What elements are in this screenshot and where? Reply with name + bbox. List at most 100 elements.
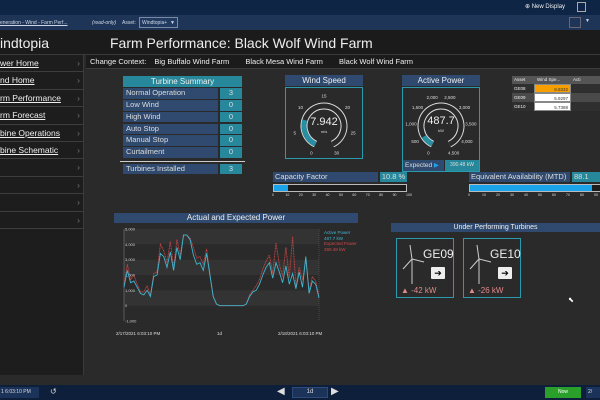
summary-value: 0 [220,111,242,123]
refresh-icon[interactable]: ↺ [50,387,57,396]
wind-turbine-icon [469,244,492,284]
sidebar-item[interactable]: › [0,177,83,195]
chevron-right-icon: › [77,144,80,155]
summary-label: Manual Stop [123,135,218,146]
wind-speed-cell: 5.7388 [534,102,571,111]
table-body: GE08 8.9332 GE09 5.9297 GE10 5.7388 [512,84,600,111]
grid-band [124,229,319,245]
power-delta: ▲ -26 kW [468,286,503,295]
expected-label: Expected ▶ [403,160,444,171]
table-row[interactable]: GE09 5.9297 [512,93,600,102]
summary-value: 0 [220,100,242,111]
sidebar-item-label: nd Home [0,75,35,86]
column-header[interactable]: Asset [514,77,526,82]
sidebar-item[interactable]: › [0,159,83,177]
sidebar-item[interactable]: › [0,194,83,212]
summary-row: Manual Stop 0 [123,135,242,146]
bar-tick: 40 [524,193,528,197]
installed-value: 3 [220,163,242,175]
table-row[interactable]: GE10 5.7388 [512,102,600,111]
window-icon[interactable] [577,2,586,12]
grid-band [124,290,319,306]
capacity-factor-track [273,184,407,192]
sidebar-item[interactable]: rm Performance › [0,90,83,108]
y-tick-label: 5,000 [125,227,136,232]
asset-select[interactable]: Windtopia+ ▼ [139,17,178,28]
wind-speed-panel: Wind Speed 0 5 10 15 20 25 30 7.942 m/s [285,75,363,159]
installed-label: Turbines Installed [123,163,218,175]
chart-legend: Active Power 487.7 kW Expected Power 390… [324,230,357,252]
change-context-bar: Change Context: Big Buffalo Wind Farm Bl… [86,55,600,69]
gauge-tick-label: 2,500 [444,95,456,100]
active-power-line [123,234,320,307]
gauge-tick-label: 1,000 [405,121,417,126]
turbine-card[interactable]: GE10 ➔ ▲ -26 kW [463,238,521,298]
power-chart: Actual and Expected Power 5,000 4,000 3,00… [114,213,358,340]
duration-field[interactable]: 1d [292,387,328,398]
chevron-down-icon[interactable]: ▼ [585,18,590,24]
breadcrumb[interactable]: eneration - Wind - Farm Perf... [0,20,68,26]
wind-turbine-icon [402,244,425,284]
gauge-tick-label: 0 [310,151,313,156]
gauge-tick-label: 3,500 [465,121,477,126]
x-label: 2/17/2021 6:03:10 PM [116,331,161,336]
under-performing-title: Under Performing Turbines [391,223,600,232]
bar-tick: 60 [552,193,556,197]
turbine-summary: Turbine Summary Normal Operation 3 Low Win… [120,76,245,175]
summary-value: 3 [220,88,242,99]
turbine-shape [469,244,492,284]
capacity-factor-ticks: 0 10 20 30 40 50 60 70 80 90 100 [272,192,412,198]
navigate-arrow-icon[interactable]: ➔ [498,267,512,279]
end-time-field[interactable]: 2/ [586,387,600,398]
page-title: Farm Performance: Black Wolf Wind Farm [110,35,373,51]
wind-speed-title: Wind Speed [285,75,363,86]
now-button[interactable]: Now [545,387,581,398]
column-header[interactable]: Wind Spe... [537,77,561,82]
turbine-name: GE10 [490,247,521,261]
gauge-tick-label: 10 [298,105,304,110]
new-display-button[interactable]: ⊕ New Display [525,3,565,10]
table-row[interactable]: GE08 8.9332 [512,84,600,93]
gauge-fill [421,135,434,147]
availability-value: 88.1 [572,172,600,182]
chevron-down-icon: ▼ [170,20,175,26]
asset-cell: GE10 [514,104,526,109]
turbine-card[interactable]: GE09 ➔ ▲ -42 kW [396,238,454,298]
wind-speed-value: 7.942 [310,116,338,128]
forward-arrow-icon[interactable]: ▶ [331,386,339,397]
navigate-arrow-icon[interactable]: ➔ [431,267,445,279]
bar-tick: 90 [594,193,598,197]
column-header[interactable]: Acti [573,77,581,82]
power-chart-title: Actual and Expected Power [114,213,358,223]
turbine-shape [402,244,425,284]
bar-tick: 40 [325,193,330,197]
top-bar: ⊕ New Display [0,0,600,15]
bar-tick: 0 [272,193,274,197]
back-arrow-icon[interactable]: ◀ [277,386,285,397]
legend-active-value: 487.7 kW [324,235,344,241]
bar-tick: 20 [298,193,303,197]
gauge-tick-label: 1,500 [412,105,424,110]
context-link[interactable]: Black Wolf Wind Farm [339,57,414,66]
y-tick-label: 0 [125,303,128,308]
start-time-field[interactable]: 1 6:03:10 PM [0,387,39,398]
sidebar-item[interactable]: bine Operations › [0,125,83,142]
play-icon: ▶ [433,162,439,169]
summary-row: Auto Stop 0 [123,123,242,135]
sidebar-item[interactable]: nd Home › [0,72,83,90]
active-power-unit: kW [438,128,444,133]
turbine-name: GE09 [423,247,454,261]
power-delta-value: -26 kW [478,286,504,295]
context-link[interactable]: Big Buffalo Wind Farm [154,57,230,66]
power-chart-plot[interactable]: 5,000 4,000 3,000 2,000 1,000 0 -1,000 [114,223,358,329]
bar-tick: 70 [365,193,370,197]
trend-icon[interactable] [569,17,581,28]
asset-table: Asset Wind Spe... Acti GE08 8.9332 GE09 5.9… [512,76,600,111]
sidebar-item[interactable]: wer Home › [0,55,83,73]
sidebar-item[interactable]: › [0,212,83,229]
sidebar-item-label: bine Operations [0,127,61,138]
chevron-right-icon: › [77,92,80,103]
sidebar-item[interactable]: rm Forecast › [0,107,83,125]
context-link[interactable]: Black Mesa Wind Farm [245,57,323,66]
sidebar-item[interactable]: bine Schematic › [0,142,83,160]
